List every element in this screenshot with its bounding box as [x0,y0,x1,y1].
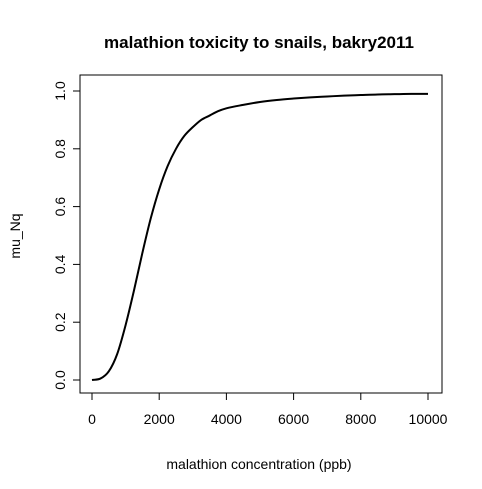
x-tick-label: 2000 [144,411,175,427]
chart-title: malathion toxicity to snails, bakry2011 [104,33,414,52]
series-layer [91,92,429,381]
y-axis: 0.0 0.2 0.4 0.6 0.8 1.0 [52,81,81,390]
series-line [91,92,429,381]
y-tick-label: 1.0 [52,81,68,101]
y-tick-label: 0.2 [52,312,68,332]
y-tick-label: 0.8 [52,139,68,159]
x-tick-label: 10000 [409,411,448,427]
y-tick-label: 0.0 [52,370,68,390]
x-axis-label: malathion concentration (ppb) [166,456,351,472]
y-tick-label: 0.6 [52,197,68,217]
x-tick-label: 6000 [278,411,309,427]
x-axis: 0 2000 4000 6000 8000 10000 [88,392,448,427]
y-axis-label: mu_Nq [7,213,23,258]
x-tick-label: 0 [88,411,96,427]
y-tick-label: 0.4 [52,254,68,274]
x-tick-label: 4000 [211,411,242,427]
x-tick-label: 8000 [345,411,376,427]
